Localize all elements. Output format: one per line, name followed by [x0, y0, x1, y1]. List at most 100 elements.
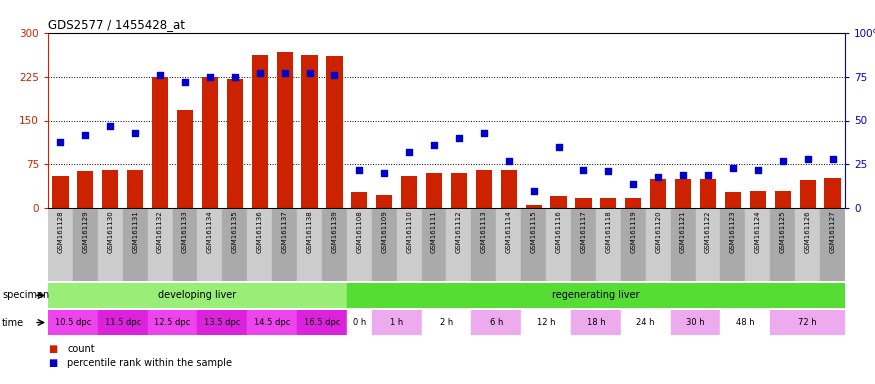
Bar [48, 283, 346, 308]
Text: GSM161129: GSM161129 [82, 210, 88, 253]
Bar [522, 209, 546, 281]
Bar [770, 209, 795, 281]
Point [203, 74, 217, 80]
Text: 72 h: 72 h [798, 318, 817, 327]
Bar [298, 209, 322, 281]
Bar [646, 209, 670, 281]
Text: GSM161122: GSM161122 [705, 210, 711, 253]
Text: GSM161109: GSM161109 [382, 210, 388, 253]
Bar [422, 310, 472, 335]
Point [701, 172, 715, 178]
Bar [227, 78, 243, 208]
Point [128, 130, 142, 136]
Point [402, 149, 416, 155]
Bar [571, 310, 621, 335]
Bar [720, 209, 746, 281]
Bar [700, 179, 716, 208]
Point [577, 166, 591, 172]
Text: GSM161120: GSM161120 [655, 210, 662, 253]
Point [751, 166, 765, 172]
Point [601, 168, 615, 174]
Bar [670, 209, 696, 281]
Point [427, 142, 441, 148]
Bar [301, 55, 318, 208]
Text: ■: ■ [48, 344, 57, 354]
Text: 2 h: 2 h [440, 318, 453, 327]
Bar [621, 310, 670, 335]
Bar [824, 178, 841, 208]
Text: GSM161138: GSM161138 [306, 210, 312, 253]
Text: regenerating liver: regenerating liver [552, 291, 640, 301]
Text: GSM161113: GSM161113 [481, 210, 487, 253]
Bar [795, 209, 820, 281]
Bar [322, 209, 346, 281]
Bar [550, 196, 567, 208]
Bar [248, 209, 272, 281]
Text: GSM161112: GSM161112 [456, 210, 462, 253]
Text: ■: ■ [48, 358, 57, 368]
Bar [372, 209, 396, 281]
Text: GSM161134: GSM161134 [206, 210, 213, 253]
Point [253, 70, 267, 76]
Point [676, 172, 690, 178]
Point [377, 170, 391, 176]
Bar [576, 197, 592, 208]
Text: GSM161139: GSM161139 [332, 210, 338, 253]
Bar [401, 176, 417, 208]
Bar [272, 209, 298, 281]
Bar [396, 209, 422, 281]
Text: 30 h: 30 h [686, 318, 705, 327]
Point [452, 135, 466, 141]
Bar [496, 209, 522, 281]
Bar [222, 209, 248, 281]
Point [153, 72, 167, 78]
Bar [621, 209, 646, 281]
Bar [724, 192, 741, 208]
Text: GSM161127: GSM161127 [830, 210, 836, 253]
Bar [148, 209, 172, 281]
Text: specimen: specimen [2, 291, 49, 301]
Bar [351, 192, 367, 208]
Bar [276, 52, 293, 208]
Text: 13.5 dpc: 13.5 dpc [204, 318, 241, 327]
Bar [600, 197, 617, 208]
Text: 11.5 dpc: 11.5 dpc [104, 318, 141, 327]
Point [103, 122, 117, 129]
Bar [720, 310, 770, 335]
Bar [177, 110, 193, 208]
Bar [148, 310, 198, 335]
Bar [48, 310, 98, 335]
Bar [596, 209, 621, 281]
Text: count: count [67, 344, 94, 354]
Text: 48 h: 48 h [736, 318, 754, 327]
Text: GSM161124: GSM161124 [755, 210, 761, 253]
Text: GSM161126: GSM161126 [805, 210, 810, 253]
Text: 1 h: 1 h [390, 318, 403, 327]
Bar [152, 77, 168, 208]
Bar [422, 209, 446, 281]
Bar [446, 209, 472, 281]
Text: 14.5 dpc: 14.5 dpc [254, 318, 290, 327]
Bar [77, 171, 94, 208]
Bar [198, 310, 248, 335]
Bar [52, 176, 68, 208]
Bar [298, 310, 346, 335]
Point [726, 165, 740, 171]
Point [501, 158, 515, 164]
Point [228, 74, 242, 80]
Text: GSM161136: GSM161136 [256, 210, 262, 253]
Bar [73, 209, 98, 281]
Bar [426, 173, 442, 208]
Bar [696, 209, 720, 281]
Bar [746, 209, 770, 281]
Bar [472, 209, 496, 281]
Text: GSM161132: GSM161132 [158, 210, 163, 253]
Text: developing liver: developing liver [158, 291, 236, 301]
Text: GSM161117: GSM161117 [580, 210, 586, 253]
Text: GSM161121: GSM161121 [680, 210, 686, 253]
Bar [202, 77, 218, 208]
Bar [326, 56, 342, 208]
Text: 12 h: 12 h [537, 318, 556, 327]
Bar [650, 179, 666, 208]
Bar [123, 209, 148, 281]
